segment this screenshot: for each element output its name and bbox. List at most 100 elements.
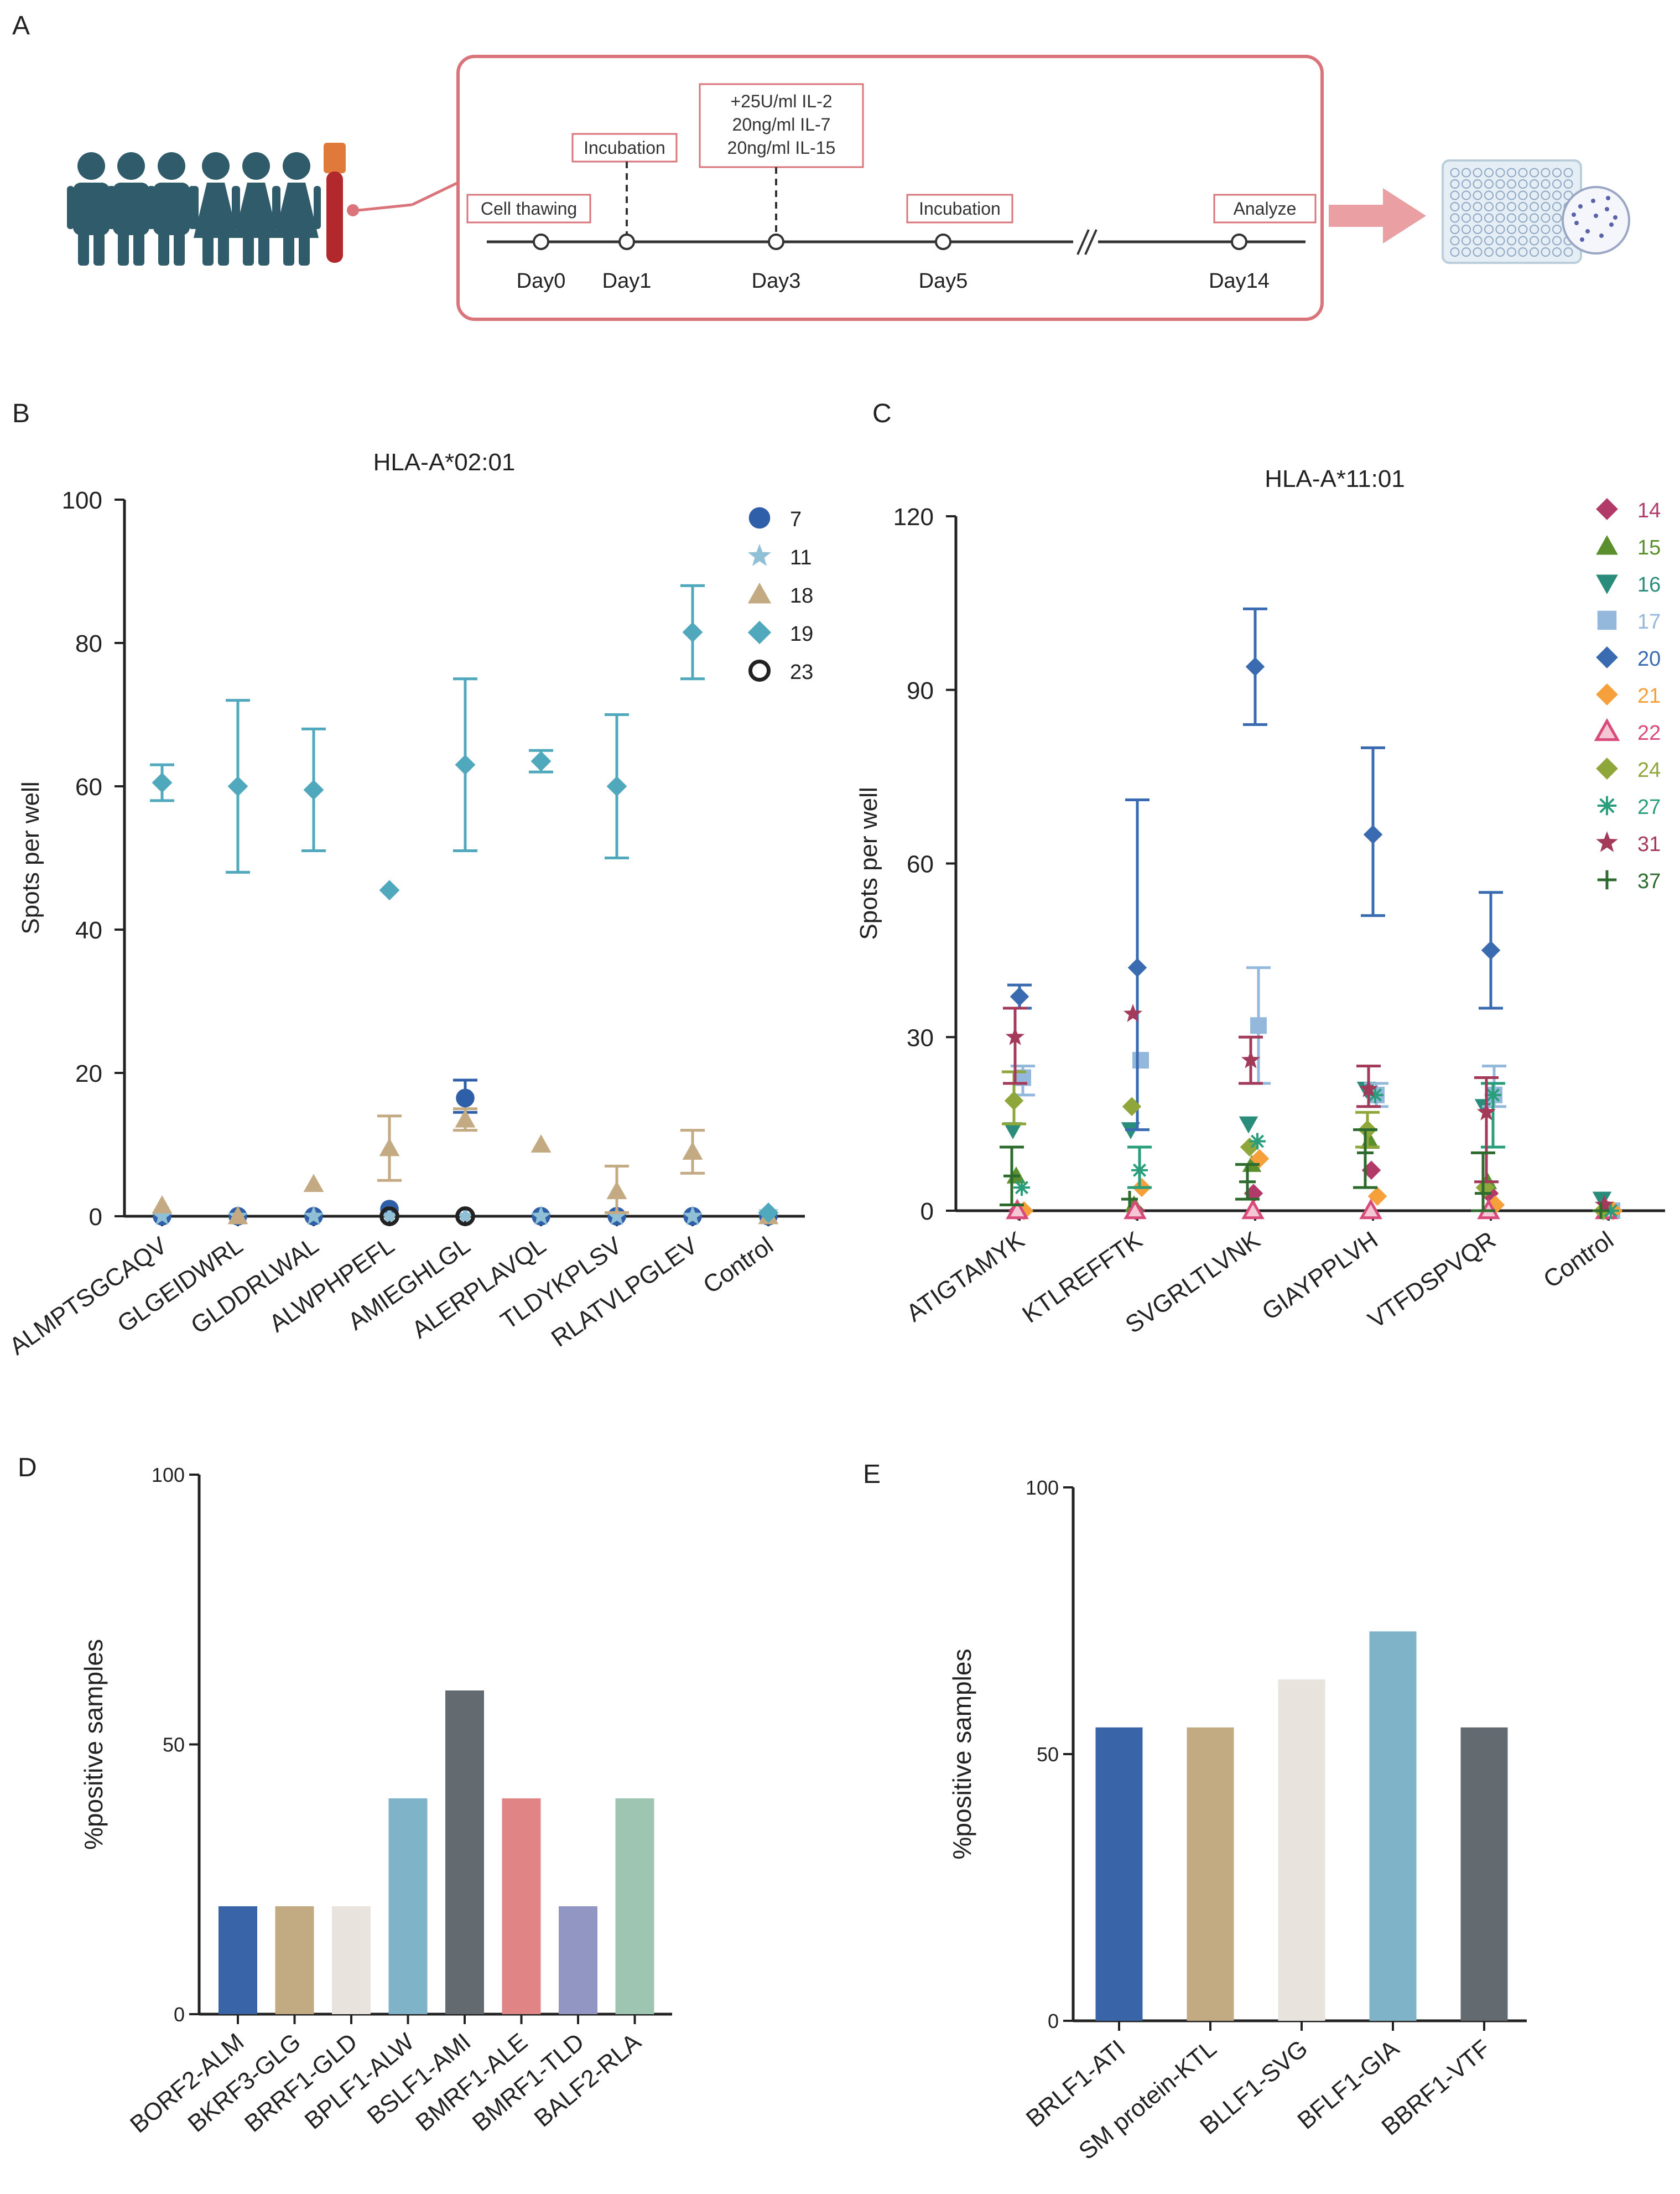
asterisk-arm (1015, 1181, 1029, 1195)
timeline-point (1231, 234, 1247, 250)
marker-diamond (1596, 683, 1618, 706)
plate-well (1541, 213, 1551, 223)
marker-star (152, 1205, 173, 1225)
panel-label-b: B (12, 399, 30, 428)
marker-diamond (152, 772, 173, 793)
plate-well (1552, 190, 1562, 200)
marker-ring (748, 659, 771, 682)
step-label-text: 20ng/ml IL-7 (732, 115, 831, 134)
plate-well (1461, 202, 1471, 211)
plate-well (1473, 190, 1483, 200)
dish-spot (1594, 214, 1598, 218)
marker-diamond (1122, 1097, 1142, 1116)
bar-bslf1-ami (445, 1690, 484, 2014)
timeline-step-day1: Incubation Day1 (571, 133, 678, 293)
marker-star (1596, 831, 1618, 852)
plate-well (1484, 213, 1494, 223)
bar-bmrf1-tld (559, 1906, 597, 2014)
legend-item-16: 16 (1596, 573, 1661, 597)
step-label-text: Incubation (919, 199, 1001, 219)
dish-spot (1606, 196, 1610, 200)
marker-asterisk (1249, 1133, 1266, 1150)
marker-diamond (758, 1202, 779, 1223)
legend-item-21: 21 (1596, 683, 1661, 708)
marker-triangle (379, 1138, 400, 1156)
plate-well (1450, 213, 1460, 223)
bar-bmrf1-ale (502, 1798, 541, 2014)
person-leg-left (243, 232, 254, 266)
legend-item-7: 7 (748, 507, 802, 531)
step-label-box (1213, 194, 1317, 224)
y-axis-label: Spots per well (17, 781, 44, 934)
plate-well (1541, 190, 1551, 200)
tube-connector-line (358, 203, 413, 212)
plate-well (1495, 202, 1505, 211)
legend-item-31: 31 (1596, 831, 1661, 856)
series-19 (150, 584, 779, 1223)
panel-label-c: C (872, 399, 892, 428)
plate-well (1484, 247, 1494, 257)
marker-triangle (747, 582, 772, 604)
series-27 (1013, 1082, 1619, 1219)
marker-asterisk (1597, 796, 1617, 816)
timeline-step-day3: +25U/ml IL-2 20ng/ml IL-7 20ng/ml IL-15 Day… (699, 83, 864, 293)
person-head (77, 152, 105, 180)
plate-well (1541, 247, 1551, 257)
plate-well (1461, 225, 1471, 234)
step-label-text: 20ng/ml IL-15 (727, 138, 836, 158)
asterisk-arm (1486, 1088, 1500, 1102)
marker-plus (1597, 870, 1617, 890)
legend-label: 11 (790, 546, 812, 569)
plate-well (1473, 168, 1483, 178)
legend-label: 24 (1637, 759, 1661, 782)
dish-spot (1578, 204, 1583, 209)
axis-break-mark-2 (1084, 229, 1098, 255)
plate-well (1450, 247, 1460, 257)
chart-title: HLA-A*02:01 (373, 449, 516, 476)
plate-well (1530, 236, 1539, 246)
marker-diamond (682, 622, 703, 642)
error-bar (1003, 1007, 1027, 1085)
marker-diamond (1363, 824, 1383, 844)
marker-star (455, 1205, 476, 1225)
legend-item-24: 24 (1596, 758, 1661, 782)
bar-balf2-rla (615, 1798, 654, 2014)
marker-triangle (606, 1181, 627, 1200)
dish-spot (1574, 221, 1579, 225)
plate-well (1450, 225, 1460, 234)
plate-well (1484, 225, 1494, 234)
plate-well (1518, 236, 1528, 246)
dish-spot (1609, 222, 1614, 227)
plate-well (1530, 225, 1539, 234)
asterisk-arm (1132, 1163, 1147, 1177)
elispot-plate-icon (1442, 159, 1630, 264)
plate-well (1541, 202, 1551, 211)
chart-c-hla-a1101: HLA-A*11:01 0 30 60 90 120 Spots per well ATIGT… (855, 465, 1665, 1339)
axis-break-mark (1076, 229, 1090, 255)
marker-triangledown (1592, 1191, 1612, 1209)
y-tick-label: 40 (75, 917, 102, 944)
x-tick-label: VTFDSPVQR (1363, 1226, 1500, 1334)
marker-plus (1121, 1191, 1138, 1208)
plate-well (1518, 225, 1528, 234)
marker-diamond (747, 620, 772, 645)
y-axis-label: Spots per well (855, 787, 882, 940)
plate-well (1507, 202, 1516, 211)
marker-diamond (1596, 498, 1618, 520)
legend-item-15: 15 (1596, 535, 1661, 559)
plate-well (1507, 168, 1516, 178)
legend-item-20: 20 (1596, 646, 1661, 671)
x-tick-label: Control (1538, 1226, 1618, 1293)
person-leg-right (258, 232, 269, 266)
marker-diamond (1481, 941, 1501, 960)
plate-well (1450, 190, 1460, 200)
legend-label: 22 (1637, 722, 1661, 745)
person-leg-left (202, 232, 214, 266)
marker-triangle (152, 1195, 173, 1213)
y-tick-label: 50 (163, 1734, 185, 1756)
asterisk-arm (1604, 1204, 1618, 1218)
marker-plus (1357, 1144, 1374, 1161)
plate-well (1507, 190, 1516, 200)
